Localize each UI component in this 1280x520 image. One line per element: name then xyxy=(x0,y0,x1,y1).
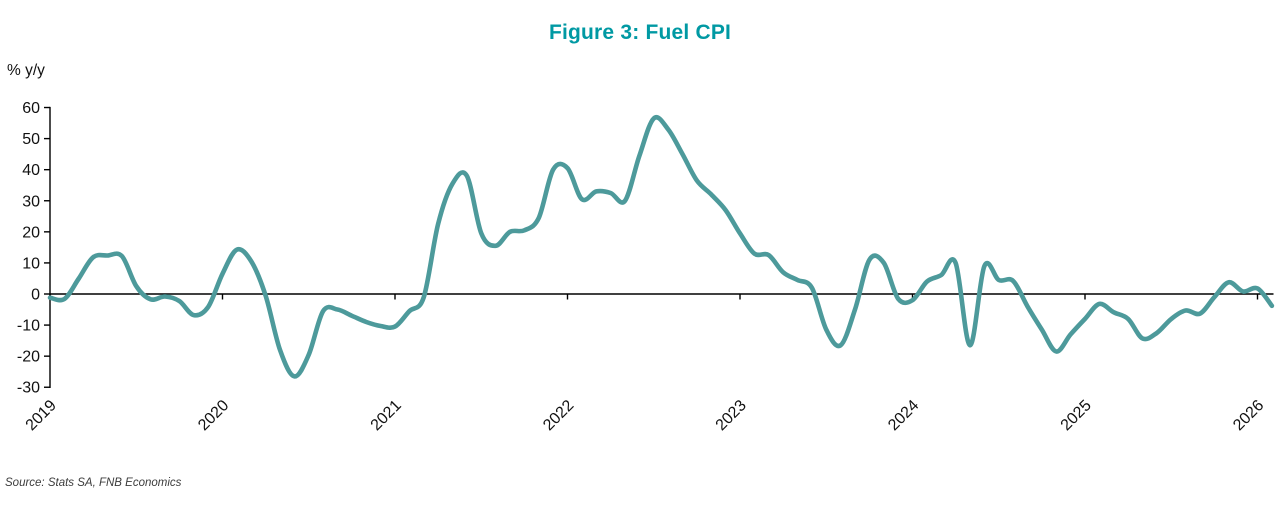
x-axis-tick-label: 2022 xyxy=(540,397,577,434)
y-axis-tick-label: 20 xyxy=(22,224,40,241)
y-axis-tick-label: 10 xyxy=(22,255,40,272)
chart-title: Figure 3: Fuel CPI xyxy=(548,21,732,44)
x-axis-tick-label: 2025 xyxy=(1058,397,1095,434)
y-axis-tick-label: 30 xyxy=(22,193,40,210)
y-axis-tick-label: 60 xyxy=(22,100,40,117)
y-axis-tick-label: -10 xyxy=(17,318,40,335)
y-axis-tick-label: 50 xyxy=(22,131,40,148)
source-note: Source: Stats SA, FNB Economics xyxy=(5,477,182,489)
x-axis-tick-label: 2021 xyxy=(368,397,405,434)
x-axis-tick-label: 2019 xyxy=(23,397,60,434)
x-axis-tick-label: 2024 xyxy=(885,397,922,434)
fuel-cpi-series-line xyxy=(47,115,1275,379)
y-axis-tick-label: -30 xyxy=(17,380,40,397)
y-axis-tick-label: 0 xyxy=(31,287,40,304)
y-axis-unit-label: % y/y xyxy=(7,62,45,79)
x-axis-tick-label: 2020 xyxy=(195,397,232,434)
y-axis-tick-label: 40 xyxy=(22,162,40,179)
y-axis-tick-label: -20 xyxy=(17,349,40,366)
x-axis-tick-label: 2023 xyxy=(713,397,750,434)
x-axis-tick-label: 2026 xyxy=(1230,397,1267,434)
